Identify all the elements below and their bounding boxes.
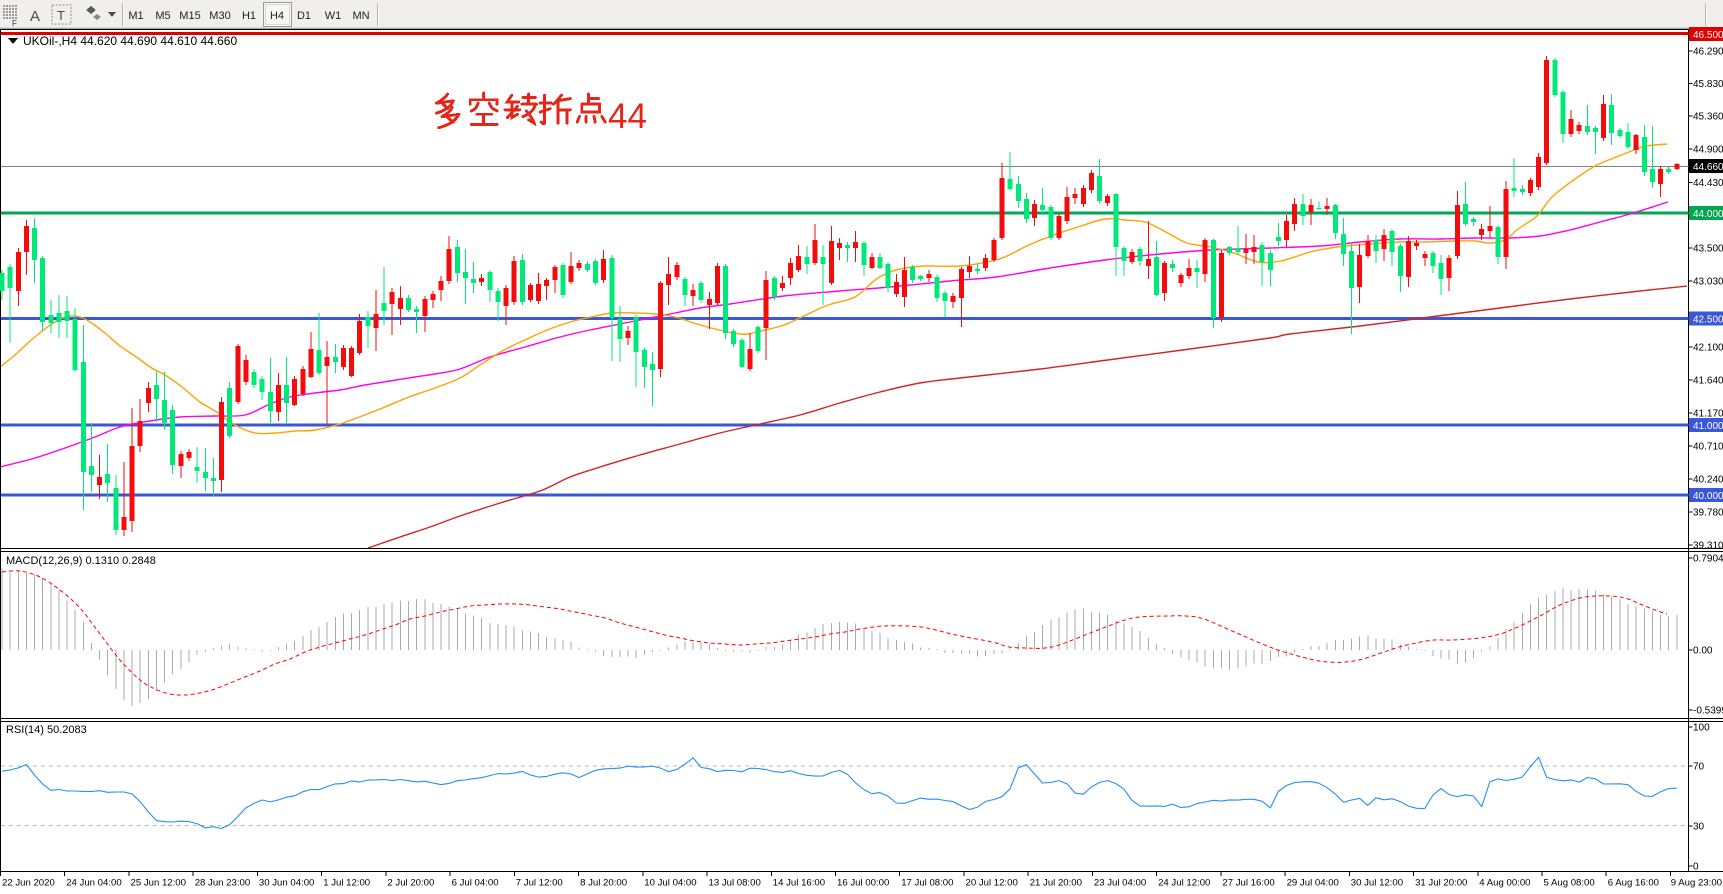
svg-text:F: F — [12, 19, 17, 28]
svg-text:41.170: 41.170 — [1693, 409, 1723, 420]
svg-text:100: 100 — [1693, 723, 1710, 734]
svg-text:29 Jul 04:00: 29 Jul 04:00 — [1287, 878, 1339, 889]
svg-text:42.500: 42.500 — [1693, 314, 1723, 325]
svg-text:43.500: 43.500 — [1693, 244, 1723, 255]
svg-text:46.290: 46.290 — [1693, 47, 1723, 58]
svg-text:43.030: 43.030 — [1693, 277, 1723, 288]
svg-text:25 Jun 12:00: 25 Jun 12:00 — [131, 878, 186, 889]
svg-text:44.900: 44.900 — [1693, 145, 1723, 156]
svg-text:0: 0 — [1693, 862, 1699, 873]
svg-text:7 Jul 12:00: 7 Jul 12:00 — [516, 878, 563, 889]
svg-text:10 Jul 04:00: 10 Jul 04:00 — [644, 878, 696, 889]
svg-text:27 Jul 16:00: 27 Jul 16:00 — [1222, 878, 1274, 889]
svg-text:39.780: 39.780 — [1693, 508, 1723, 519]
svg-text:17 Jul 08:00: 17 Jul 08:00 — [901, 878, 953, 889]
svg-text:M5: M5 — [155, 10, 170, 22]
svg-text:20 Jul 12:00: 20 Jul 12:00 — [966, 878, 1018, 889]
svg-text:UKOil-,H4 44.620 44.690 44.61: UKOil-,H4 44.620 44.690 44.610 44.660 — [23, 34, 237, 48]
svg-text:23 Jul 04:00: 23 Jul 04:00 — [1094, 878, 1146, 889]
svg-text:42.100: 42.100 — [1693, 343, 1723, 354]
svg-text:M15: M15 — [179, 10, 200, 22]
svg-text:46.500: 46.500 — [1693, 30, 1723, 41]
svg-text:1 Jul 12:00: 1 Jul 12:00 — [323, 878, 370, 889]
svg-text:0.7904: 0.7904 — [1693, 554, 1723, 565]
svg-text:0.00: 0.00 — [1693, 646, 1713, 657]
svg-text:41.640: 41.640 — [1693, 376, 1723, 387]
svg-text:22 Jun 2020: 22 Jun 2020 — [2, 878, 55, 889]
svg-text:9 Aug 23:00: 9 Aug 23:00 — [1671, 878, 1722, 889]
svg-text:31 Jul 20:00: 31 Jul 20:00 — [1415, 878, 1467, 889]
svg-text:44.430: 44.430 — [1693, 178, 1723, 189]
svg-text:W1: W1 — [325, 10, 342, 22]
svg-text:40.710: 40.710 — [1693, 442, 1723, 453]
svg-text:M1: M1 — [128, 10, 143, 22]
svg-text:24 Jul 12:00: 24 Jul 12:00 — [1158, 878, 1210, 889]
svg-text:44.000: 44.000 — [1693, 209, 1723, 220]
svg-text:M30: M30 — [209, 10, 230, 22]
svg-text:28 Jun 23:00: 28 Jun 23:00 — [195, 878, 250, 889]
svg-text:16 Jul 00:00: 16 Jul 00:00 — [837, 878, 889, 889]
svg-text:45.360: 45.360 — [1693, 112, 1723, 123]
svg-text:45.830: 45.830 — [1693, 79, 1723, 90]
svg-text:24 Jun 04:00: 24 Jun 04:00 — [66, 878, 121, 889]
svg-text:6 Jul 04:00: 6 Jul 04:00 — [452, 878, 499, 889]
svg-text:40.000: 40.000 — [1693, 491, 1723, 502]
svg-text:8 Jul 20:00: 8 Jul 20:00 — [580, 878, 627, 889]
svg-text:70: 70 — [1693, 762, 1705, 773]
svg-text:MACD(12,26,9) 0.1310 0.2848: MACD(12,26,9) 0.1310 0.2848 — [6, 555, 156, 567]
svg-text:RSI(14) 50.2083: RSI(14) 50.2083 — [6, 724, 87, 736]
svg-text:MN: MN — [352, 10, 369, 22]
svg-text:30 Jul 12:00: 30 Jul 12:00 — [1351, 878, 1403, 889]
svg-text:21 Jul 20:00: 21 Jul 20:00 — [1030, 878, 1082, 889]
svg-text:H1: H1 — [242, 10, 256, 22]
svg-text:14 Jul 16:00: 14 Jul 16:00 — [773, 878, 825, 889]
svg-text:30: 30 — [1693, 822, 1705, 833]
svg-text:T: T — [57, 8, 65, 23]
svg-text:44.660: 44.660 — [1693, 162, 1723, 173]
svg-text:-0.5399: -0.5399 — [1693, 706, 1723, 717]
svg-text:D1: D1 — [297, 10, 311, 22]
svg-text:13 Jul 08:00: 13 Jul 08:00 — [709, 878, 761, 889]
svg-text:44: 44 — [608, 97, 647, 136]
svg-text:30 Jun 04:00: 30 Jun 04:00 — [259, 878, 314, 889]
svg-text:39.310: 39.310 — [1693, 541, 1723, 552]
svg-text:4 Aug 00:00: 4 Aug 00:00 — [1479, 878, 1530, 889]
svg-text:A: A — [30, 8, 40, 25]
svg-text:6 Aug 16:00: 6 Aug 16:00 — [1608, 878, 1659, 889]
svg-text:2 Jul 20:00: 2 Jul 20:00 — [387, 878, 434, 889]
svg-text:41.000: 41.000 — [1693, 421, 1723, 432]
svg-text:5 Aug 08:00: 5 Aug 08:00 — [1544, 878, 1595, 889]
svg-text:H4: H4 — [270, 10, 284, 22]
svg-text:40.240: 40.240 — [1693, 475, 1723, 486]
